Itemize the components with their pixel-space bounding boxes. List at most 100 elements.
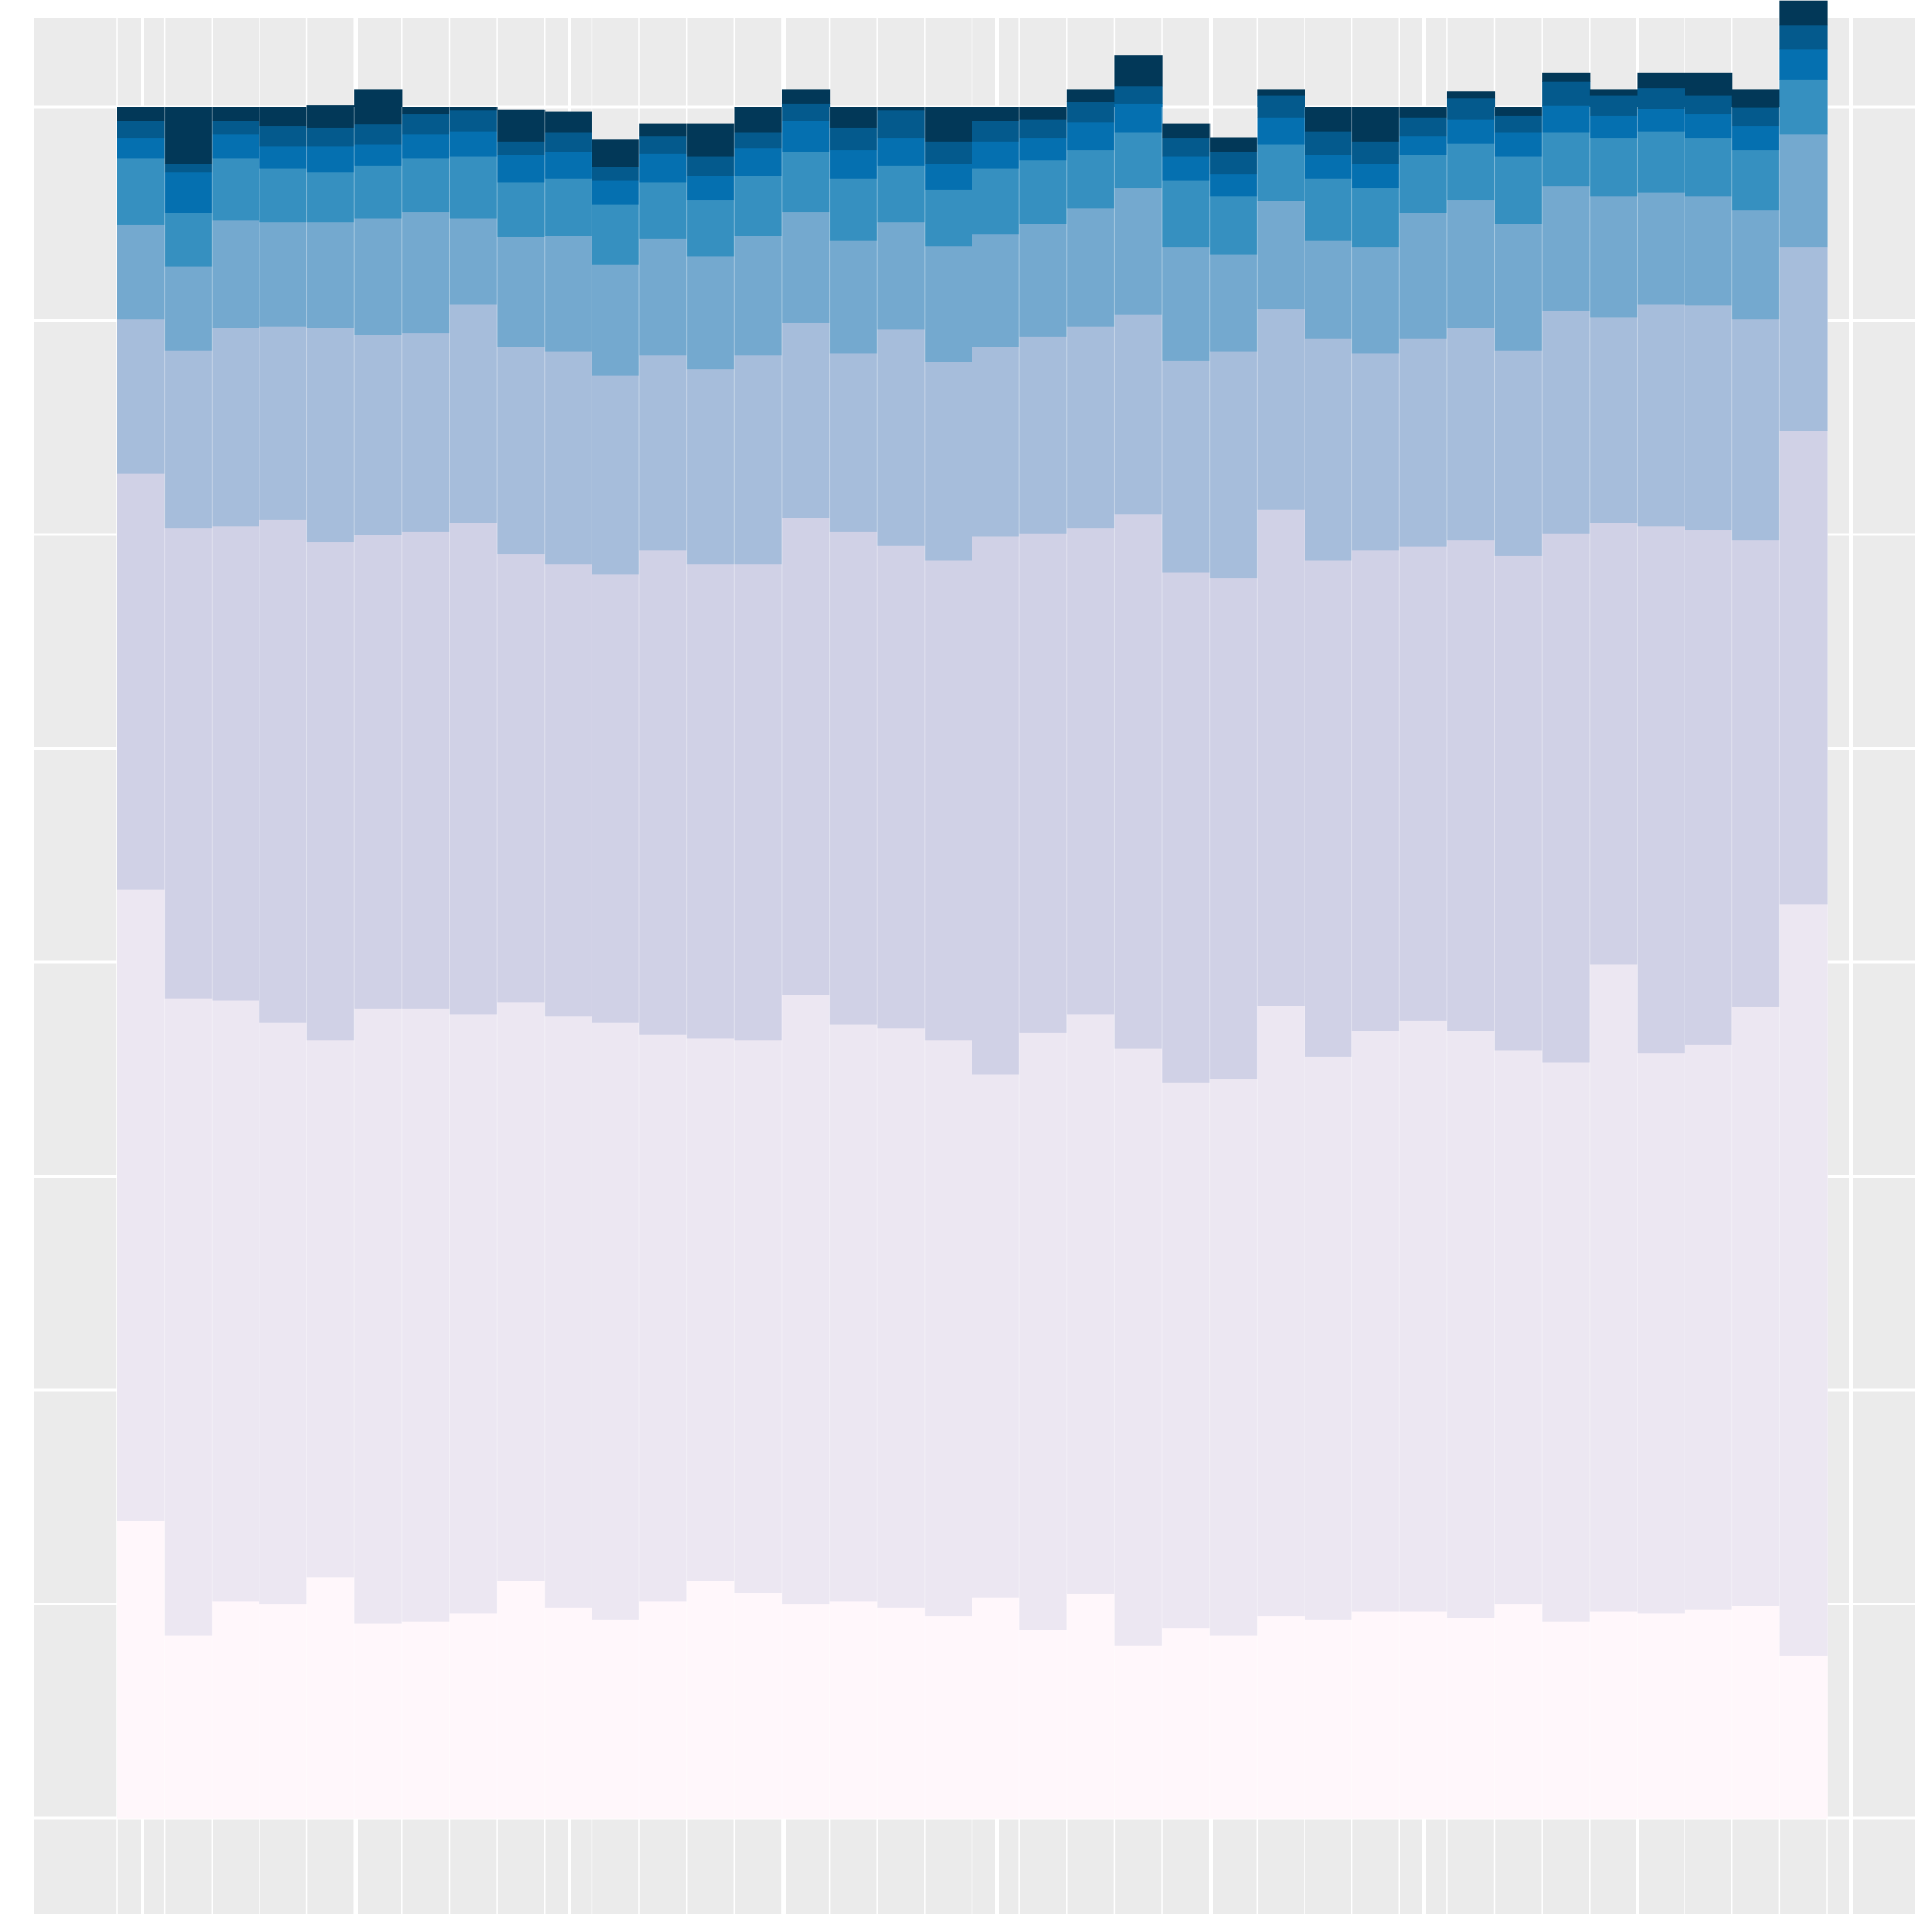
bar-segment-bin-10-layer-3 (544, 563, 592, 1017)
bar-segment-bin-7-layer-6 (401, 157, 451, 213)
bar-segment-bin-25-layer-3 (1257, 509, 1305, 1006)
bar-segment-bin-20-layer-1 (1019, 1629, 1068, 1819)
bar-segment-bin-29-layer-5 (1446, 199, 1496, 328)
bar-segment-bin-13-layer-2 (686, 1037, 735, 1581)
bar-segment-bin-14-layer-9 (734, 107, 783, 133)
bar-segment-bin-7-layer-2 (401, 1008, 451, 1622)
bar-segment-bin-19-layer-9 (972, 107, 1020, 121)
bar-segment-bin-21-layer-4 (1066, 326, 1116, 529)
bar-segment-bin-5-layer-3 (306, 541, 355, 1041)
bar-segment-bin-32-layer-9 (1589, 89, 1639, 96)
bar-segment-bin-23-layer-2 (1162, 1082, 1211, 1629)
bar-segment-bin-13-layer-8 (686, 155, 735, 176)
bar-segment-bin-33-layer-4 (1637, 303, 1685, 527)
bar-segment-bin-10-layer-9 (544, 111, 592, 133)
bar-segment-bin-28-layer-4 (1399, 338, 1448, 547)
bar-segment-bin-34-layer-6 (1685, 137, 1733, 197)
bar-segment-bin-32-layer-4 (1589, 316, 1639, 523)
bar-segment-bin-14-layer-4 (734, 354, 783, 565)
bar-segment-bin-23-layer-4 (1162, 360, 1211, 573)
bar-segment-bin-9-layer-2 (497, 1001, 546, 1581)
bar-segment-bin-3-layer-1 (212, 1600, 260, 1819)
bar-segment-bin-12-layer-8 (639, 135, 688, 154)
bar-segment-bin-35-layer-6 (1731, 149, 1780, 211)
bar-segment-bin-29-layer-9 (1446, 91, 1496, 99)
bar-segment-bin-7-layer-5 (401, 211, 451, 334)
bar-segment-bin-9-layer-5 (497, 236, 546, 347)
bar-segment-bin-28-layer-3 (1399, 546, 1448, 1021)
bar-segment-bin-8-layer-6 (449, 155, 498, 219)
bar-segment-bin-18-layer-5 (924, 245, 973, 362)
bar-segment-bin-17-layer-4 (877, 328, 926, 546)
bar-segment-bin-22-layer-3 (1114, 513, 1163, 1049)
bar-segment-bin-29-layer-1 (1446, 1617, 1496, 1819)
bar-segment-bin-25-layer-5 (1257, 201, 1305, 310)
bar-segment-bin-6-layer-5 (354, 217, 403, 335)
bar-segment-bin-8-layer-9 (449, 107, 498, 111)
bar-segment-bin-25-layer-8 (1257, 94, 1305, 118)
bar-segment-bin-10-layer-4 (544, 351, 592, 565)
bar-segment-bin-5-layer-9 (306, 105, 355, 128)
bar-segment-bin-17-layer-7 (877, 137, 926, 166)
bar-segment-bin-1-layer-1 (117, 1520, 166, 1819)
bar-segment-bin-4-layer-9 (259, 107, 308, 127)
bar-segment-bin-9-layer-8 (497, 141, 546, 155)
bar-segment-bin-8-layer-2 (449, 1013, 498, 1614)
bar-segment-bin-3-layer-5 (212, 219, 260, 328)
bar-segment-bin-5-layer-5 (306, 221, 355, 328)
bar-segment-bin-32-layer-8 (1589, 94, 1639, 116)
bar-segment-bin-16-layer-2 (829, 1023, 878, 1602)
bar-segment-bin-15-layer-5 (781, 211, 831, 323)
bar-segment-bin-19-layer-5 (972, 233, 1020, 347)
bar-segment-bin-22-layer-5 (1114, 187, 1163, 315)
bar-segment-bin-2-layer-7 (164, 171, 213, 213)
bar-segment-bin-31-layer-2 (1542, 1061, 1591, 1622)
bar-segment-bin-27-layer-5 (1351, 247, 1400, 354)
bar-segment-bin-30-layer-3 (1494, 555, 1543, 1051)
bar-segment-bin-18-layer-3 (924, 559, 973, 1041)
bar-segment-bin-17-layer-2 (877, 1027, 926, 1608)
bar-segment-bin-30-layer-8 (1494, 115, 1543, 133)
bar-segment-bin-34-layer-7 (1685, 113, 1733, 139)
bar-segment-bin-34-layer-9 (1685, 72, 1733, 96)
bar-segment-bin-36-layer-6 (1779, 79, 1828, 135)
bar-segment-bin-16-layer-5 (829, 240, 878, 354)
bar-segment-bin-16-layer-9 (829, 107, 878, 128)
bar-segment-bin-17-layer-5 (877, 221, 926, 330)
bar-segment-bin-27-layer-7 (1351, 163, 1400, 189)
bar-segment-bin-6-layer-7 (354, 144, 403, 166)
bar-segment-bin-27-layer-1 (1351, 1610, 1400, 1819)
bar-segment-bin-2-layer-9 (164, 107, 213, 164)
bar-segment-bin-33-layer-3 (1637, 525, 1685, 1054)
bar-segment-bin-2-layer-5 (164, 265, 213, 351)
bar-segment-bin-21-layer-2 (1066, 1013, 1116, 1594)
bar-segment-bin-18-layer-1 (924, 1616, 973, 1819)
bar-segment-bin-34-layer-4 (1685, 305, 1733, 531)
bar-segment-bin-28-layer-5 (1399, 213, 1448, 339)
bar-segment-bin-24-layer-2 (1209, 1078, 1258, 1636)
bar-segment-bin-28-layer-7 (1399, 135, 1448, 155)
bar-segment-bin-24-layer-5 (1209, 253, 1258, 352)
bar-segment-bin-1-layer-2 (117, 889, 166, 1521)
bar-segment-bin-32-layer-2 (1589, 963, 1639, 1612)
bar-segment-bin-28-layer-8 (1399, 117, 1448, 137)
bar-segment-bin-4-layer-6 (259, 167, 308, 223)
bar-segment-bin-5-layer-6 (306, 171, 355, 223)
bar-segment-bin-15-layer-3 (781, 517, 831, 995)
bar-segment-bin-7-layer-1 (401, 1621, 451, 1819)
bar-segment-bin-26-layer-8 (1304, 131, 1353, 155)
stacked-bars (117, 0, 1828, 1819)
bar-segment-bin-36-layer-9 (1779, 0, 1828, 26)
bar-segment-bin-12-layer-2 (639, 1034, 688, 1602)
bar-segment-bin-7-layer-7 (401, 133, 451, 159)
bar-segment-bin-1-layer-7 (117, 137, 166, 159)
bar-segment-bin-33-layer-1 (1637, 1612, 1685, 1819)
bar-segment-bin-27-layer-4 (1351, 352, 1400, 551)
bar-segment-bin-14-layer-1 (734, 1592, 783, 1819)
bar-segment-bin-4-layer-3 (259, 519, 308, 1023)
bar-segment-bin-16-layer-7 (829, 149, 878, 179)
bar-segment-bin-1-layer-5 (117, 224, 166, 320)
bar-segment-bin-20-layer-5 (1019, 223, 1068, 337)
bar-segment-bin-12-layer-3 (639, 549, 688, 1035)
bar-segment-bin-18-layer-6 (924, 189, 973, 247)
